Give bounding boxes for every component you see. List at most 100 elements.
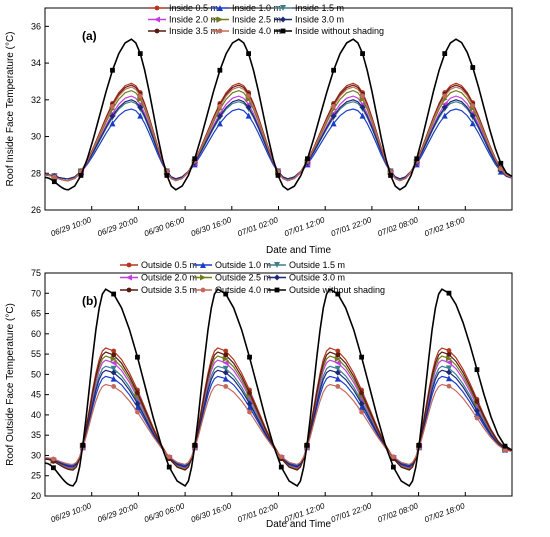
series-point xyxy=(469,112,476,119)
series-point xyxy=(334,365,341,372)
series-point xyxy=(330,113,337,120)
x-tick-label: 07/02 18:00 xyxy=(423,501,466,524)
y-tick-label: 30 xyxy=(31,450,41,460)
series-point xyxy=(51,179,57,185)
series-point xyxy=(469,120,476,127)
legend-item: Outside 2.0 m xyxy=(120,273,197,283)
legend-marker xyxy=(126,274,132,281)
x-tick-label: 07/01 22:00 xyxy=(330,501,373,524)
legend-label: Outside 1.5 m xyxy=(289,260,345,270)
y-tick-label: 75 xyxy=(31,268,41,278)
y-tick-label: 60 xyxy=(31,329,41,339)
legend-item: Outside 4.0 m xyxy=(194,285,271,295)
legend-label: Outside 2.0 m xyxy=(141,273,197,283)
legend-marker xyxy=(217,5,223,11)
x-tick-label: 06/30 06:00 xyxy=(143,215,186,238)
legend-item: Inside without shading xyxy=(274,26,384,36)
series-point xyxy=(222,375,229,382)
x-tick-label: 06/29 20:00 xyxy=(96,215,139,238)
legend-item: Outside 2.5 m xyxy=(194,273,271,283)
series-point xyxy=(135,409,140,415)
series-point xyxy=(359,409,365,415)
legend-marker xyxy=(274,287,280,293)
series-point xyxy=(360,51,365,56)
series-point xyxy=(334,355,341,362)
legend-label: Inside 2.0 m xyxy=(169,15,218,25)
legend-item: Outside 1.5 m xyxy=(268,260,345,270)
legend-label: Outside without shading xyxy=(289,285,385,295)
legend-marker xyxy=(217,16,223,23)
legend-marker xyxy=(280,16,286,23)
legend-marker xyxy=(280,28,286,34)
y-tick-label: 25 xyxy=(31,471,41,481)
legend-marker xyxy=(200,287,206,293)
series-point xyxy=(390,464,396,470)
legend-label: Outside 1.0 m xyxy=(215,260,271,270)
legend-item: Inside 4.0 m xyxy=(211,26,281,36)
series-point xyxy=(305,156,310,162)
series-line-5 xyxy=(45,369,512,468)
legend-item: Inside 1.5 m xyxy=(274,3,344,13)
y-tick-label: 34 xyxy=(31,58,41,68)
series-point xyxy=(498,160,504,166)
series-point xyxy=(222,355,229,362)
series-point xyxy=(111,348,117,354)
legend-marker xyxy=(217,28,223,34)
legend-label: Outside 2.5 m xyxy=(215,273,271,283)
legend-marker xyxy=(274,274,280,281)
legend-item: Inside 3.5 m xyxy=(148,26,218,36)
series-point xyxy=(473,407,480,414)
series-point xyxy=(51,465,56,471)
legend-label: Inside without shading xyxy=(295,26,384,36)
series-line-7 xyxy=(45,86,512,182)
series-point xyxy=(247,409,252,415)
series-point xyxy=(246,400,253,407)
series-point xyxy=(51,456,56,462)
series-line-8 xyxy=(45,38,512,191)
series-lines xyxy=(45,38,512,191)
y-axis-label: Roof Outside Face Temperature (°C) xyxy=(5,303,16,466)
y-tick-label: 30 xyxy=(31,132,41,142)
panel-label: (a) xyxy=(82,29,97,43)
y-tick-label: 32 xyxy=(31,95,41,105)
y-tick-label: 40 xyxy=(31,410,41,420)
x-tick-label: 07/02 08:00 xyxy=(376,501,419,524)
x-tick-label: 06/29 20:00 xyxy=(96,501,139,524)
series-point xyxy=(137,93,143,99)
y-axis-label: Roof Inside Face Temperature (°C) xyxy=(5,32,16,187)
legend-item: Outside without shading xyxy=(268,285,385,295)
series-point xyxy=(164,173,170,178)
series-lines xyxy=(45,288,512,487)
series-point xyxy=(359,112,366,119)
series-point xyxy=(135,354,140,360)
series-point xyxy=(414,156,420,162)
legend-marker xyxy=(154,5,160,11)
series-point xyxy=(334,375,341,382)
legend: Outside 0.5 m Outside 1.0 m Outside 1.5 m O… xyxy=(120,260,385,295)
legend-item: Inside 0.5 m xyxy=(148,3,218,13)
legend-label: Inside 4.0 m xyxy=(232,26,281,36)
series-point xyxy=(278,454,284,460)
x-tick-label: 07/01 22:00 xyxy=(330,215,373,238)
series-point xyxy=(446,352,452,357)
legend-item: Inside 3.0 m xyxy=(274,15,344,25)
series-point xyxy=(222,359,229,366)
series-point xyxy=(192,442,198,448)
series-point xyxy=(334,359,341,366)
series-point xyxy=(442,93,448,99)
series-point xyxy=(137,112,144,119)
legend-item: Outside 3.0 m xyxy=(268,273,345,283)
y-tick-label: 26 xyxy=(31,205,41,215)
y-tick-label: 70 xyxy=(31,288,41,298)
series-point xyxy=(335,348,341,354)
series-point xyxy=(335,291,341,297)
y-tick-label: 36 xyxy=(31,21,41,31)
legend-label: Inside 2.5 m xyxy=(232,15,281,25)
series-point xyxy=(110,355,117,362)
series-point xyxy=(359,390,365,396)
legend-item: Outside 3.5 m xyxy=(120,285,197,295)
series-point xyxy=(502,447,508,453)
series-point xyxy=(137,51,143,56)
series-line-8 xyxy=(45,288,512,487)
